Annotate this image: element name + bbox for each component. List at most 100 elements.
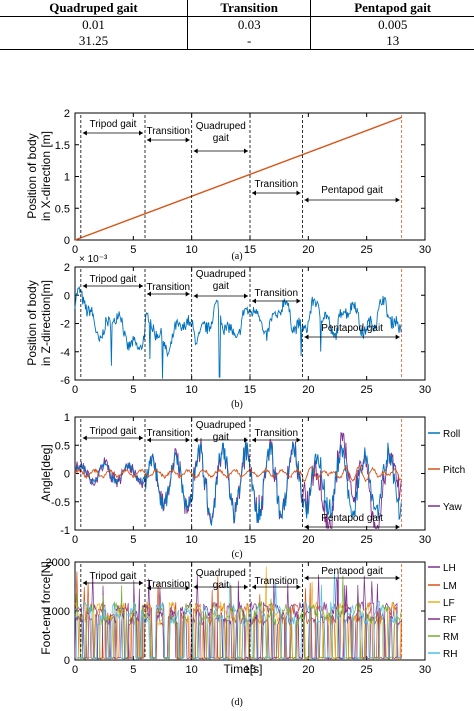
table-header-cell: Pentapod gait [310, 0, 474, 17]
x-tick-label: 15 [244, 244, 256, 256]
phase-arrowhead [296, 437, 301, 443]
phase-label: gait [213, 133, 229, 144]
x-tick-label: 30 [419, 664, 431, 676]
phase-arrowhead [304, 575, 309, 581]
x-tick-label: 0 [72, 534, 78, 546]
x-tick-label: 25 [361, 664, 373, 676]
roll-line [74, 441, 402, 527]
legend-label: LM [443, 581, 457, 592]
phase-arrowhead [252, 584, 256, 590]
y-tick-label: -0.5 [51, 497, 70, 509]
phase-label: Transition [147, 428, 191, 439]
phase-arrowhead [304, 524, 309, 530]
table-header-cell: Transition [187, 0, 312, 17]
phase-arrowhead [244, 437, 248, 443]
table-cell: 13 [310, 33, 474, 50]
x-tick-label: 30 [419, 244, 431, 256]
subplot-label-c: (c) [231, 549, 242, 560]
phase-arrowhead [147, 437, 151, 443]
y-tick-label: 1000 [46, 606, 70, 618]
phase-label: Tripod gait [89, 119, 136, 130]
phase-label: Quadruped [196, 269, 246, 280]
y-tick-label: -4 [60, 347, 70, 359]
phase-arrowhead [147, 291, 151, 297]
y-tick-label: -6 [60, 375, 70, 387]
pitch-line [74, 465, 402, 483]
subplot-label-b: (b) [231, 399, 243, 410]
table-row: 0.01 0.03 0.005 [0, 16, 474, 33]
x-tick-label: 5 [130, 534, 136, 546]
phase-arrowhead [82, 130, 87, 136]
x-tick-label: 0 [72, 384, 78, 396]
phase-arrowhead [193, 584, 198, 590]
subplot-label-a: (a) [231, 251, 242, 262]
phase-arrowhead [82, 435, 87, 441]
table-header-row: Quadruped gait Transition Pentapod gait [0, 0, 474, 17]
table-cell: 0.03 [187, 16, 312, 33]
table-cell: 31.25 [0, 33, 188, 50]
force-line-RF [74, 572, 403, 660]
x-tick-label: 0 [72, 244, 78, 256]
x-tick-label: 30 [419, 534, 431, 546]
x-tick-label: 20 [302, 244, 314, 256]
y-axis-label: Angle[deg] [39, 444, 53, 501]
y-tick-label: 0 [64, 469, 70, 481]
table-row: 31.25 - 13 [0, 33, 474, 50]
legend-label: RH [443, 649, 457, 660]
phase-label: Transition [254, 428, 298, 439]
phase-arrowhead [244, 293, 248, 299]
phase-arrowhead [139, 435, 143, 441]
phase-label: Pentapod gait [321, 323, 383, 334]
x-tick-label: 10 [186, 244, 198, 256]
phase-label: Pentapod gait [321, 566, 383, 577]
table-cell: 0.01 [0, 16, 188, 33]
phase-arrowhead [395, 524, 400, 530]
legend-label: RF [443, 615, 456, 626]
force-line-RM [74, 575, 403, 661]
phase-label: Tripod gait [89, 571, 136, 582]
phase-arrowhead [139, 580, 143, 586]
phase-arrowhead [185, 291, 190, 297]
phase-label: Quadruped [196, 568, 246, 579]
x-tick-label: 20 [302, 664, 314, 676]
x-tick-label: 5 [130, 664, 136, 676]
y-tick-label: 0 [64, 235, 70, 247]
y-tick-label: 0 [64, 655, 70, 667]
y-tick-label: -2 [60, 319, 70, 331]
phase-label: Transition [254, 179, 298, 190]
y-tick-label: 2 [64, 262, 70, 274]
phase-arrowhead [82, 283, 87, 289]
y-tick-label: 1 [64, 412, 70, 424]
table-header-cell: Quadruped gait [0, 0, 188, 17]
phase-arrowhead [304, 334, 309, 340]
phase-label: Pentapod gait [321, 513, 383, 524]
phase-arrowhead [252, 190, 256, 196]
legend-label: Yaw [443, 502, 462, 513]
phase-arrowhead [252, 298, 256, 304]
y-tick-label: 1.5 [55, 140, 70, 152]
y-axis-label: Position of body [25, 133, 39, 218]
y-tick-label: 0.5 [55, 440, 70, 452]
phase-arrowhead [395, 575, 400, 581]
y-axis-label: in Z-direction[m] [39, 280, 53, 366]
params-table: Quadruped gait Transition Pentapod gait … [0, 0, 474, 50]
phase-label: Transition [254, 288, 298, 299]
phase-arrowhead [147, 585, 151, 591]
phase-arrowhead [296, 584, 301, 590]
phase-arrowhead [185, 137, 190, 143]
y-tick-label: 0 [64, 290, 70, 302]
y-scale-label: × 10⁻³ [79, 254, 108, 265]
phase-arrowhead [185, 437, 190, 443]
y-axis-label: Position of body [25, 280, 39, 365]
phase-label: Transition [147, 126, 191, 137]
phase-arrowhead [139, 283, 143, 289]
x-axis-label: Time[s] [224, 662, 263, 676]
phase-arrowhead [185, 585, 190, 591]
phase-arrowhead [252, 437, 256, 443]
phase-arrowhead [395, 197, 400, 203]
legend-label: Pitch [443, 465, 465, 476]
phase-arrowhead [193, 148, 198, 154]
phase-label: Quadruped [196, 420, 246, 431]
force-line-RH [74, 569, 402, 661]
phase-arrowhead [139, 130, 143, 136]
